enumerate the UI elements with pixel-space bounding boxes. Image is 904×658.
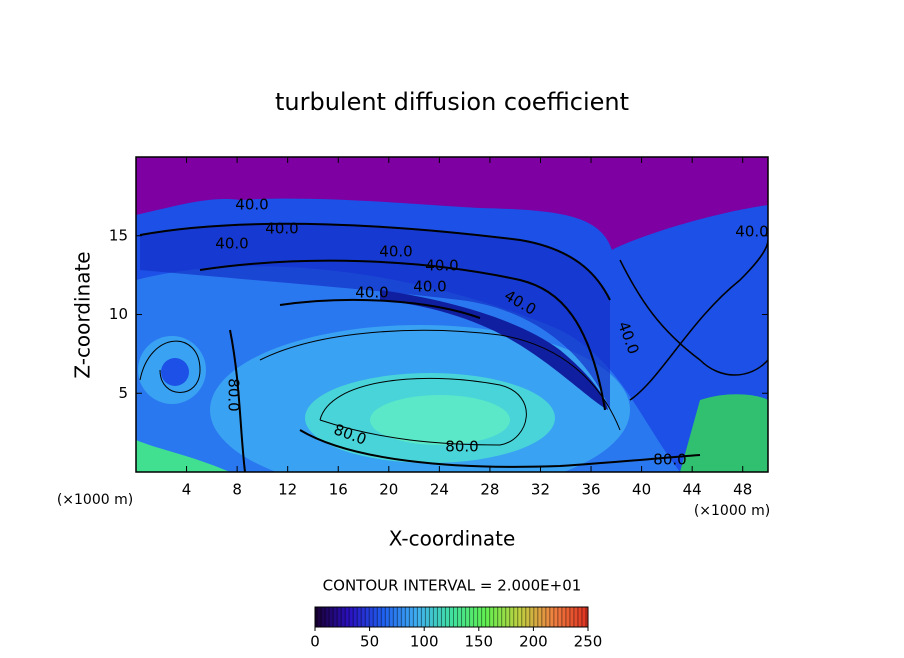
colorbar-tick-label: 100 (410, 633, 439, 651)
contour-label: 80.0 (225, 378, 243, 411)
x-tick-label: 4 (182, 481, 192, 499)
contour-label: 40.0 (735, 223, 768, 241)
contour-label: 40.0 (379, 243, 412, 261)
x-tick-label: 40 (632, 481, 651, 499)
x-tick-label: 36 (581, 481, 600, 499)
colorbar-tick-label: 250 (574, 633, 603, 651)
y-tick-label: 10 (109, 305, 128, 323)
contour-label: 80.0 (445, 438, 478, 456)
x-unit-label: (×1000 m) (57, 492, 133, 508)
x-axis-label: X-coordinate (389, 527, 516, 551)
contour-label: 40.0 (235, 196, 268, 214)
contour-label: 40.0 (265, 220, 298, 238)
field (136, 157, 768, 472)
x-tick-label: 8 (232, 481, 242, 499)
x-tick-label: 12 (278, 481, 297, 499)
y-tick-label: 5 (118, 384, 128, 402)
contour-label: 40.0 (215, 235, 248, 253)
colorbar-label: CONTOUR INTERVAL = 2.000E+01 (323, 577, 582, 595)
contour-label: 80.0 (653, 451, 686, 469)
contour-label: 40.0 (425, 257, 458, 275)
x-tick-label: 28 (480, 481, 499, 499)
colorbar-tick-label: 0 (310, 633, 320, 651)
colorbar-tick-label: 200 (519, 633, 548, 651)
colorbar-tick-label: 150 (464, 633, 493, 651)
colorbar-tick-label: 50 (360, 633, 379, 651)
x-tick-label: 48 (733, 481, 752, 499)
y-axis-label: Z-coordinate (71, 251, 95, 378)
x-tick-label: 24 (430, 481, 449, 499)
x-unit-label: (×1000 m) (694, 503, 770, 519)
chart-title: turbulent diffusion coefficient (275, 88, 629, 116)
colorbar (314, 606, 589, 628)
contour-label: 40.0 (355, 284, 388, 302)
x-tick-label: 32 (531, 481, 550, 499)
contour-label: 40.0 (413, 278, 446, 296)
y-tick-label: 15 (109, 226, 128, 244)
x-tick-label: 20 (379, 481, 398, 499)
x-tick-label: 44 (683, 481, 702, 499)
x-tick-label: 16 (329, 481, 348, 499)
